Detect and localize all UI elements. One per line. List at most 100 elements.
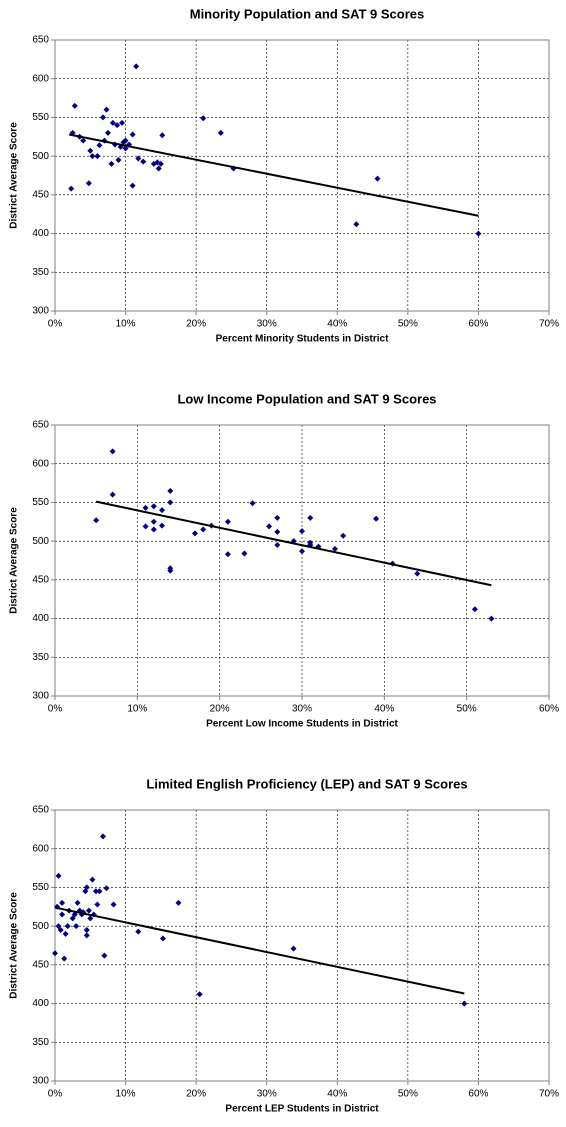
data-point [266,523,273,530]
x-tick-label: 40% [327,319,347,330]
x-tick-label: 70% [539,319,559,330]
y-tick-label: 450 [32,574,49,585]
data-point [89,153,96,160]
data-point [475,230,482,237]
data-point [353,221,360,228]
plot-border [54,809,550,1082]
data-point [85,907,92,914]
y-tick-label: 300 [32,691,49,702]
data-point [167,567,174,574]
data-point [94,901,101,908]
data-point [167,487,174,494]
data-point [108,160,115,167]
data-point [104,129,111,136]
data-point [99,833,106,840]
data-point [89,876,96,883]
data-point [274,542,281,549]
y-tick-label: 600 [32,843,49,854]
y-tick-label: 650 [32,805,49,816]
y-tick-label: 300 [32,306,49,317]
y-axis-title: District Average Score [9,507,20,614]
data-point [159,507,166,514]
data-point [488,615,495,622]
data-point [83,932,90,939]
x-tick-label: 50% [457,704,477,715]
x-tick-label: 10% [116,1089,136,1100]
y-tick-label: 500 [32,536,49,547]
y-tick-label: 550 [32,112,49,123]
data-point [61,955,68,962]
x-tick-label: 10% [127,704,147,715]
x-tick-label: 10% [116,319,136,330]
x-tick-label: 30% [292,704,312,715]
data-point [85,180,92,187]
data-point [307,514,314,521]
data-point [55,872,62,879]
y-tick-label: 600 [32,458,49,469]
data-point [196,991,203,998]
x-tick-label: 60% [468,319,488,330]
data-point [129,131,136,138]
data-point [109,491,116,498]
data-point [129,182,136,189]
y-tick-label: 450 [32,959,49,970]
data-point [93,517,100,524]
plot-border [54,424,550,697]
data-point [175,899,182,906]
data-point [142,523,149,530]
plot-area [54,809,550,1082]
y-tick-label: 350 [32,267,49,278]
x-tick-label: 20% [186,1089,206,1100]
data-point [133,63,140,70]
data-point [299,548,305,555]
data-point [142,504,149,511]
data-point [92,888,99,895]
data-point [374,175,381,182]
data-point [122,137,129,144]
data-point [159,132,166,139]
chart-title: Limited English Proficiency (LEP) and SA… [146,776,467,791]
x-tick-label: 20% [210,704,230,715]
data-point [59,911,66,918]
data-point [274,528,281,535]
data-point [96,142,103,149]
data-point [299,528,305,535]
data-point [135,155,142,162]
data-point [101,952,108,959]
data-point [52,950,58,957]
data-point [110,901,117,908]
y-axis-title: District Average Score [9,892,20,999]
trendline [68,133,479,217]
x-axis-title: Percent LEP Students in District [225,1104,379,1115]
data-point [159,935,166,942]
data-point [150,503,157,510]
x-tick-label: 20% [186,319,206,330]
x-tick-label: 0% [48,704,63,715]
data-point [159,522,166,529]
data-point [114,122,121,129]
y-tick-label: 550 [32,497,49,508]
plot-border [54,39,550,312]
data-point [62,930,69,937]
x-tick-label: 60% [539,704,559,715]
data-point [155,165,162,172]
data-point [224,518,231,525]
data-point [87,147,94,154]
data-point [135,928,142,935]
data-point [68,185,75,192]
data-point [157,160,164,167]
data-point [64,923,71,930]
x-tick-label: 70% [539,1089,559,1100]
data-point [200,115,207,122]
x-tick-label: 60% [468,1089,488,1100]
data-point [87,915,94,922]
data-point [290,945,297,952]
data-point [109,448,116,455]
data-point [83,884,90,891]
data-point [109,119,116,126]
trendline [95,500,492,587]
data-point [103,885,110,892]
y-tick-label: 400 [32,228,49,239]
data-point [83,927,90,934]
